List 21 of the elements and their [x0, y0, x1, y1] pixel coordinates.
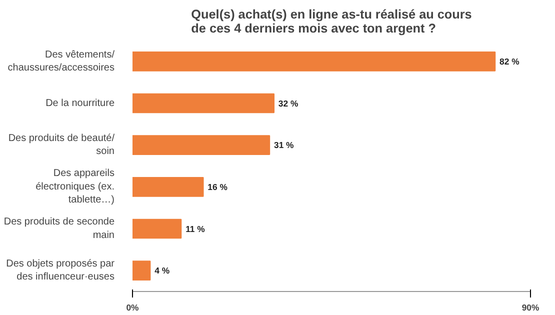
data-label: 82 % [500, 56, 520, 66]
y-tick-label: Des objets proposés par des influenceur·euses [6, 258, 116, 283]
data-label: 31 % [274, 140, 294, 150]
data-label: 4 % [154, 266, 170, 276]
y-tick-label: Des produits de beauté/soin [8, 132, 115, 158]
y-tick-label: De la nourriture [46, 98, 115, 109]
x-tick-label: 0% [126, 302, 140, 312]
bar [132, 260, 151, 280]
data-label: 11 % [186, 224, 206, 234]
y-tick-label: Des produits de seconde main [4, 216, 115, 241]
data-label: 16 % [208, 182, 228, 192]
y-tick-label: Des vêtements/chaussures/accessoires [8, 49, 115, 74]
chart-title: Quel(s) achat(s) en ligne as-tu réalisé au cours de ces 4 derniers mois avec ton argent ? [191, 8, 472, 36]
data-label: 32 % [278, 98, 298, 108]
bar [132, 218, 182, 239]
x-tick-label: 90% [522, 302, 540, 312]
bar [132, 135, 270, 155]
y-tick-label: Des appareils électroniques (ex. tablette…) [36, 168, 115, 206]
bar [132, 177, 204, 197]
bar [132, 93, 275, 114]
bar [132, 52, 496, 72]
